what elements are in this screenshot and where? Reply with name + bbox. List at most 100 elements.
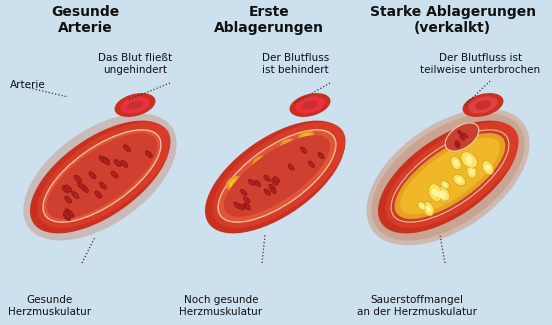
Ellipse shape <box>243 197 250 203</box>
Ellipse shape <box>455 143 459 148</box>
Ellipse shape <box>89 172 96 179</box>
Ellipse shape <box>453 160 459 166</box>
Ellipse shape <box>72 192 79 199</box>
Ellipse shape <box>450 157 461 170</box>
Ellipse shape <box>475 100 491 110</box>
Ellipse shape <box>75 175 81 182</box>
Ellipse shape <box>400 138 500 214</box>
Ellipse shape <box>295 96 325 114</box>
Ellipse shape <box>38 122 171 228</box>
Ellipse shape <box>282 141 294 151</box>
Ellipse shape <box>23 113 177 240</box>
Text: Der Blutfluss
ist behindert: Der Blutfluss ist behindert <box>262 53 329 75</box>
Ellipse shape <box>431 189 439 197</box>
Ellipse shape <box>269 184 275 190</box>
Ellipse shape <box>63 211 71 218</box>
Ellipse shape <box>205 121 345 233</box>
Ellipse shape <box>391 130 509 222</box>
Ellipse shape <box>439 190 447 197</box>
Text: Erste
Ablagerungen: Erste Ablagerungen <box>214 5 325 35</box>
Text: Das Blut fließt
ungehindert: Das Blut fließt ungehindert <box>98 53 172 75</box>
Ellipse shape <box>485 165 491 171</box>
Ellipse shape <box>438 194 443 198</box>
Ellipse shape <box>482 161 493 175</box>
Ellipse shape <box>423 202 434 216</box>
Ellipse shape <box>385 122 518 228</box>
Ellipse shape <box>252 156 269 171</box>
Ellipse shape <box>213 122 346 228</box>
Ellipse shape <box>445 123 479 151</box>
Ellipse shape <box>30 121 170 233</box>
Ellipse shape <box>438 191 448 203</box>
Ellipse shape <box>63 214 71 221</box>
Ellipse shape <box>395 133 505 219</box>
Ellipse shape <box>298 130 314 146</box>
Ellipse shape <box>114 93 156 117</box>
Ellipse shape <box>243 203 250 209</box>
Ellipse shape <box>47 133 157 219</box>
Ellipse shape <box>318 152 324 159</box>
Ellipse shape <box>272 179 278 185</box>
Ellipse shape <box>466 155 473 165</box>
Text: Noch gesunde
Herzmuskulatur: Noch gesunde Herzmuskulatur <box>179 295 262 317</box>
Ellipse shape <box>453 174 466 186</box>
Ellipse shape <box>145 150 152 158</box>
Ellipse shape <box>121 160 128 167</box>
Text: Gesunde
Arterie: Gesunde Arterie <box>51 5 120 35</box>
Ellipse shape <box>461 152 477 168</box>
Ellipse shape <box>300 147 307 153</box>
Ellipse shape <box>248 179 254 186</box>
Text: Gesunde
Herzmuskulatur: Gesunde Herzmuskulatur <box>8 295 91 317</box>
Ellipse shape <box>463 133 468 138</box>
Ellipse shape <box>245 204 251 210</box>
Ellipse shape <box>436 187 450 201</box>
Text: Arterie: Arterie <box>10 80 46 89</box>
Ellipse shape <box>467 165 476 178</box>
Ellipse shape <box>43 130 161 222</box>
Ellipse shape <box>234 202 240 208</box>
Ellipse shape <box>264 189 270 195</box>
Ellipse shape <box>78 182 85 189</box>
Text: Sauerstoffmangel
an der Herzmuskulatur: Sauerstoffmangel an der Herzmuskulatur <box>357 295 477 317</box>
Ellipse shape <box>254 180 261 187</box>
Ellipse shape <box>114 160 121 167</box>
Ellipse shape <box>255 159 266 169</box>
Ellipse shape <box>468 96 498 114</box>
Ellipse shape <box>95 191 102 198</box>
Ellipse shape <box>103 158 110 165</box>
Ellipse shape <box>367 109 529 245</box>
Ellipse shape <box>99 156 106 163</box>
Ellipse shape <box>65 185 72 192</box>
Ellipse shape <box>457 177 462 183</box>
Ellipse shape <box>127 101 143 110</box>
Ellipse shape <box>264 175 270 181</box>
Ellipse shape <box>418 202 426 211</box>
Ellipse shape <box>99 182 107 189</box>
Ellipse shape <box>241 189 247 196</box>
Ellipse shape <box>67 210 74 217</box>
Ellipse shape <box>440 194 446 199</box>
Ellipse shape <box>238 204 245 210</box>
Ellipse shape <box>300 133 311 143</box>
Ellipse shape <box>420 204 424 208</box>
Ellipse shape <box>443 183 447 187</box>
Ellipse shape <box>308 161 315 167</box>
Ellipse shape <box>270 187 277 194</box>
Ellipse shape <box>65 209 72 216</box>
Ellipse shape <box>302 101 318 110</box>
Ellipse shape <box>460 136 465 140</box>
Ellipse shape <box>458 130 463 135</box>
Ellipse shape <box>103 157 109 164</box>
Ellipse shape <box>81 185 88 192</box>
Ellipse shape <box>218 130 336 222</box>
Ellipse shape <box>428 184 442 202</box>
Ellipse shape <box>426 205 432 212</box>
Ellipse shape <box>469 168 474 175</box>
Ellipse shape <box>279 138 296 154</box>
Ellipse shape <box>463 93 503 117</box>
Ellipse shape <box>273 176 280 183</box>
Ellipse shape <box>120 96 150 114</box>
Ellipse shape <box>65 196 72 203</box>
Ellipse shape <box>440 181 449 189</box>
Ellipse shape <box>371 113 525 240</box>
